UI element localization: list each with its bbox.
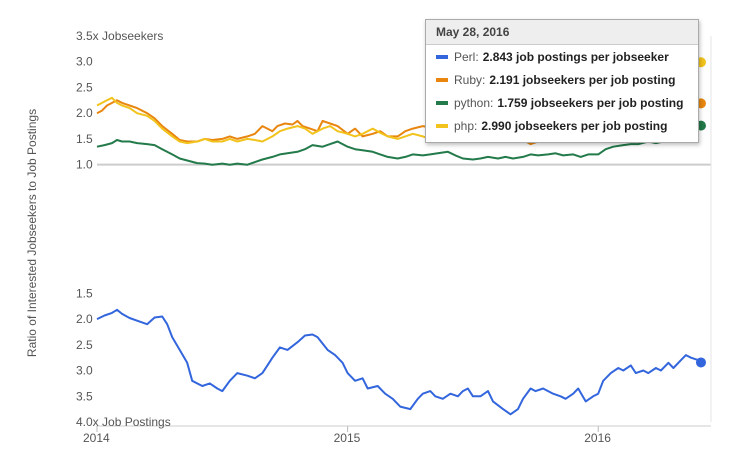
tooltip-series-value: 1.759 jobseekers per job posting [497,95,684,110]
tooltip-series-name: php [454,118,475,133]
y-tick-label: 1.0 [76,158,93,172]
python-swatch-icon [436,100,448,105]
y-tick-label: 1.5 [76,132,93,146]
y-tick-label: 3.5x Jobseekers [76,29,163,43]
chart-tooltip: May 28, 2016 Perl: 2.843 job postings pe… [425,19,699,143]
tooltip-row-perl: Perl: 2.843 job postings per jobseeker [426,45,698,68]
x-tick-label: 2015 [334,431,361,445]
series-line-perl [96,308,702,416]
x-tick-label: 2014 [83,431,110,445]
y-axis-label: Ratio of Interested Jobseekers to Job Po… [25,109,39,357]
tooltip-row-ruby: Ruby: 2.191 jobseekers per job posting [426,68,698,91]
x-tick-label: 2016 [584,431,611,445]
tooltip-series-value: 2.843 job postings per jobseeker [482,49,669,64]
tooltip-series-value: 2.990 jobseekers per job posting [481,118,668,133]
y-tick-label: 4.0x Job Postings [76,415,171,429]
series-line-python [96,124,702,166]
y-tick-label: 3.5 [76,389,93,403]
tooltip-date: May 28, 2016 [426,20,698,45]
tooltip-series-name: Ruby [454,72,483,87]
tooltip-series-name: Perl [454,49,476,64]
y-tick-label: 2.0 [76,312,93,326]
tooltip-row-python: python: 1.759 jobseekers per job posting [426,91,698,114]
y-tick-label: 2.5 [76,338,93,352]
tooltip-series-name: python [454,95,491,110]
php-swatch-icon [436,123,448,128]
tooltip-row-php: php: 2.990 jobseekers per job posting [426,114,698,137]
y-tick-label: 3.0 [76,364,93,378]
y-tick-label: 2.5 [76,80,93,94]
tooltip-series-value: 2.191 jobseekers per job posting [489,72,676,87]
ruby-swatch-icon [436,77,448,82]
y-tick-label: 2.0 [76,106,93,120]
y-tick-label: 3.0 [76,55,93,69]
series-end-point-perl [695,357,706,368]
y-tick-label: 1.5 [76,286,93,300]
perl-swatch-icon [436,54,448,59]
